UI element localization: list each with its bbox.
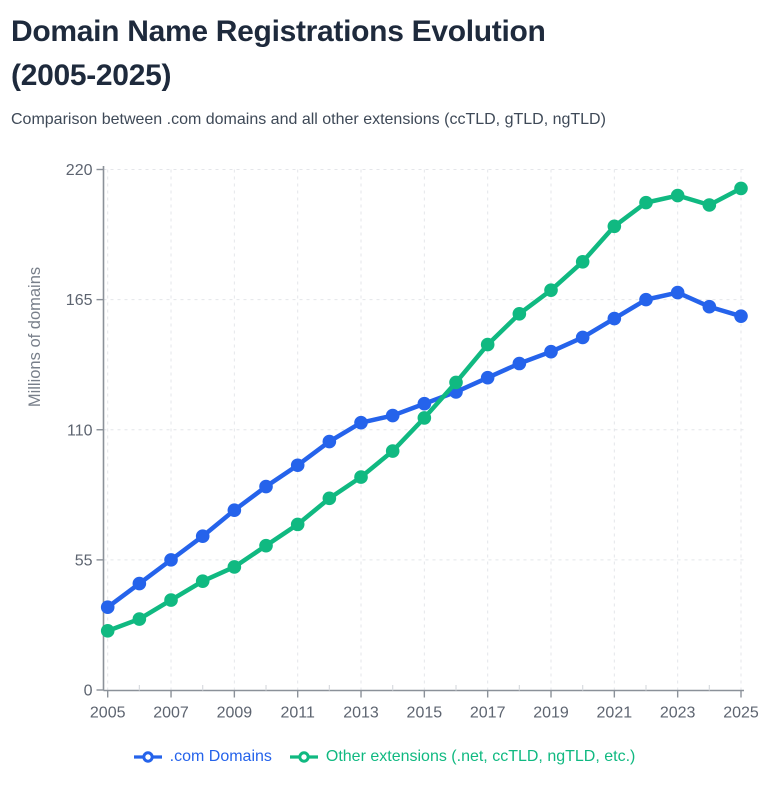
page-title-line2: (2005-2025) — [11, 59, 172, 92]
data-point[interactable] — [227, 560, 242, 574]
y-tick-label: 0 — [84, 683, 93, 700]
legend-marker-com-icon — [133, 751, 162, 763]
line-chart: 0 55 110 165 220 2005 2007 2009 2011 2013 2015 2017… — [26, 162, 759, 722]
data-point[interactable] — [512, 356, 527, 371]
data-point[interactable] — [164, 553, 178, 567]
data-point[interactable] — [670, 188, 685, 203]
data-point[interactable] — [544, 344, 558, 359]
x-tick-label: 2019 — [533, 705, 569, 722]
chart-subtitle: Comparison between .com domains and all … — [11, 111, 606, 128]
data-point[interactable] — [639, 195, 653, 210]
x-tick-label: 2023 — [660, 705, 696, 722]
data-point[interactable] — [354, 415, 368, 430]
x-tick-label: 2009 — [217, 705, 253, 722]
legend-marker-other-icon — [289, 751, 318, 763]
data-point[interactable] — [227, 503, 242, 517]
x-tick-label: 2021 — [597, 705, 633, 722]
data-point[interactable] — [512, 307, 527, 321]
data-point[interactable] — [734, 181, 748, 196]
data-point[interactable] — [100, 624, 115, 638]
y-tick-label: 165 — [66, 292, 93, 309]
x-tick-label: 2025 — [723, 705, 759, 722]
x-tick-label: 2013 — [343, 705, 379, 722]
gridlines — [103, 169, 744, 691]
data-point[interactable] — [132, 612, 147, 626]
data-point[interactable] — [259, 538, 273, 553]
legend-label-other: Other extensions (.net, ccTLD, ngTLD, et… — [325, 748, 636, 765]
series-com-domains — [100, 285, 748, 614]
series-other-extensions — [100, 181, 748, 638]
data-point[interactable] — [417, 396, 432, 411]
data-point[interactable] — [322, 491, 337, 506]
data-point[interactable] — [385, 408, 400, 423]
data-point[interactable] — [702, 299, 717, 314]
data-point[interactable] — [417, 411, 432, 425]
legend-item-com-domains[interactable]: .com Domains — [132, 748, 272, 766]
data-point[interactable] — [575, 254, 590, 269]
x-tick-label: 2005 — [90, 705, 126, 722]
data-point[interactable] — [734, 309, 748, 323]
data-point[interactable] — [575, 330, 590, 345]
data-point[interactable] — [354, 470, 368, 484]
data-point[interactable] — [259, 479, 273, 494]
chart-area: 0 55 110 165 220 2005 2007 2009 2011 2013 2015 2017… — [0, 150, 767, 766]
chart-legend: .com Domains Other extensions (.net, ccT… — [0, 748, 767, 766]
data-point[interactable] — [480, 370, 495, 385]
data-point[interactable] — [132, 576, 147, 591]
axes: 0 55 110 165 220 2005 2007 2009 2011 2013 2015 2017… — [66, 162, 759, 722]
y-tick-label: 110 — [67, 422, 93, 439]
data-point[interactable] — [702, 198, 717, 212]
data-point[interactable] — [164, 593, 178, 607]
data-point[interactable] — [449, 375, 463, 390]
chart-header: Domain Name Registrations Evolution (2005… — [0, 0, 767, 150]
data-point[interactable] — [385, 444, 400, 458]
page-title-line1: Domain Name Registrations Evolution — [11, 15, 546, 48]
data-point[interactable] — [290, 517, 305, 532]
data-point[interactable] — [670, 285, 685, 300]
legend-label-com: .com Domains — [169, 748, 272, 765]
data-point[interactable] — [544, 283, 558, 297]
page-title: Domain Name Registrations Evolution (2005… — [11, 10, 755, 98]
x-tick-label: 2015 — [407, 705, 443, 722]
y-tick-label: 55 — [75, 552, 93, 569]
x-tick-label: 2011 — [280, 705, 315, 722]
data-point[interactable] — [607, 219, 622, 234]
y-tick-label: 220 — [66, 162, 93, 179]
data-point[interactable] — [195, 574, 210, 588]
data-point[interactable] — [290, 458, 305, 473]
y-axis-title: Millions of domains — [26, 267, 44, 407]
x-tick-label: 2017 — [470, 705, 506, 722]
x-tick-label: 2007 — [153, 705, 189, 722]
legend-item-other-extensions[interactable]: Other extensions (.net, ccTLD, ngTLD, et… — [288, 748, 635, 766]
data-point[interactable] — [100, 600, 115, 614]
data-point[interactable] — [195, 529, 210, 544]
data-point[interactable] — [639, 292, 653, 307]
data-point[interactable] — [480, 337, 495, 352]
data-point[interactable] — [607, 311, 622, 326]
data-point[interactable] — [322, 434, 337, 449]
